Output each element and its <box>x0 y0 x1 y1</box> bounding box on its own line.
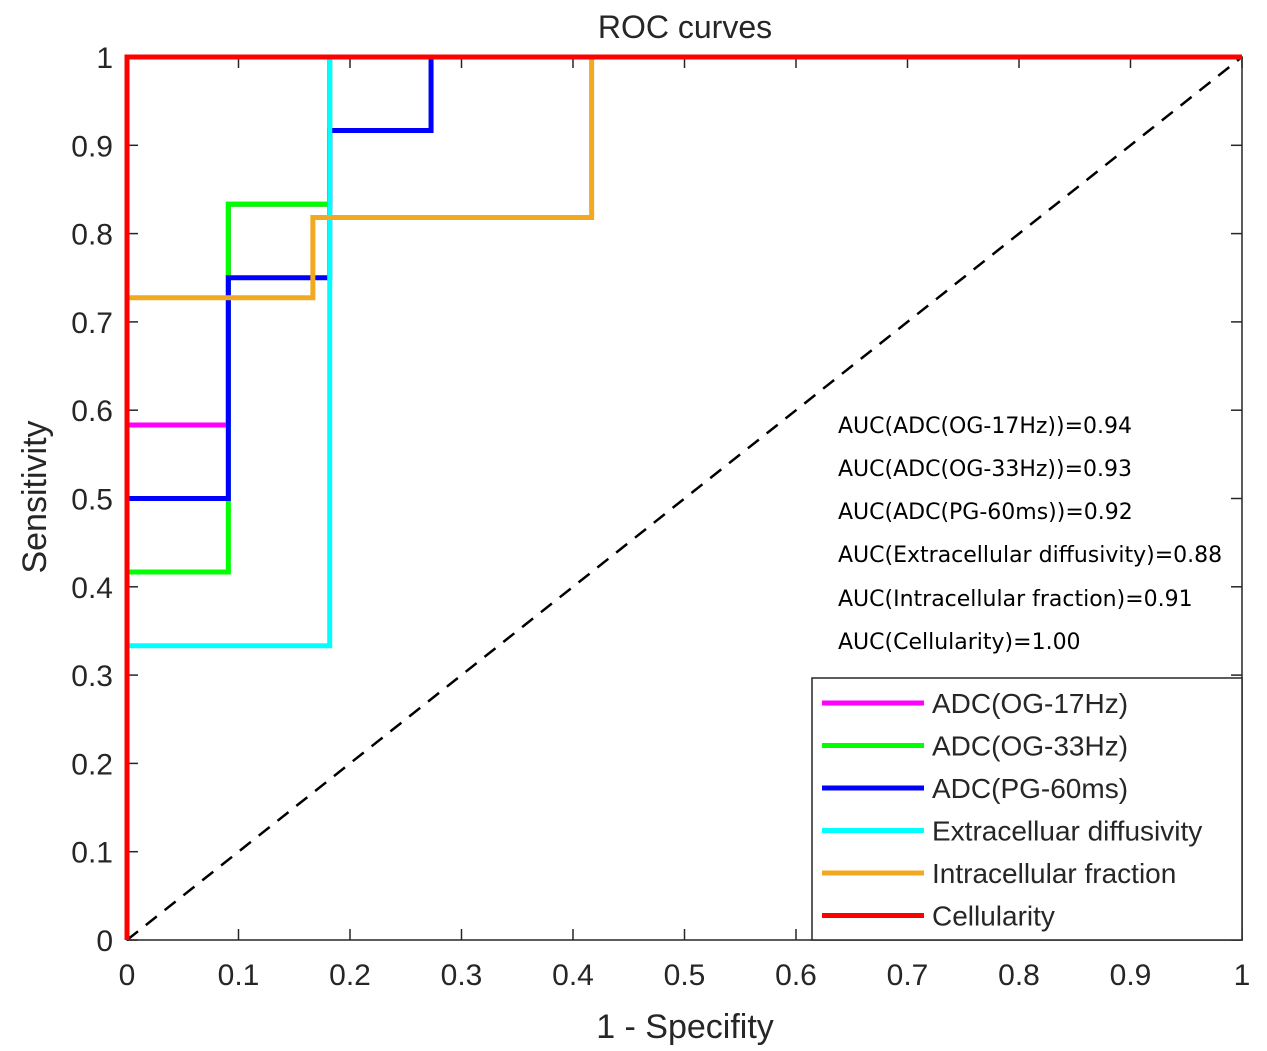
legend-label: Intracellular fraction <box>932 858 1176 889</box>
auc-annotation: AUC(Extracellular diffusivity)=0.88 <box>838 543 1222 568</box>
x-tick-label: 0.1 <box>218 959 260 992</box>
auc-annotation: AUC(ADC(OG-33Hz))=0.93 <box>838 457 1132 482</box>
y-tick-labels: 0 0.1 0.2 0.3 0.4 0.5 0.6 0.7 0.8 0.9 1 <box>71 42 113 958</box>
y-tick-label: 0 <box>96 925 113 958</box>
legend-label: ADC(OG-33Hz) <box>932 731 1128 762</box>
auc-annotation: AUC(ADC(PG-60ms))=0.92 <box>838 500 1133 525</box>
auc-annotation: AUC(Intracellular fraction)=0.91 <box>838 587 1193 612</box>
x-tick-label: 0.6 <box>775 959 817 992</box>
y-tick-label: 0.4 <box>71 572 113 605</box>
x-tick-label: 0.9 <box>1110 959 1152 992</box>
x-tick-label: 0.3 <box>441 959 483 992</box>
y-tick-label: 0.6 <box>71 395 113 428</box>
auc-annotations: AUC(ADC(OG-17Hz))=0.94 AUC(ADC(OG-33Hz))… <box>838 414 1222 655</box>
legend-label: ADC(OG-17Hz) <box>932 688 1128 719</box>
x-tick-label: 0 <box>119 959 136 992</box>
x-tick-labels: 0 0.1 0.2 0.3 0.4 0.5 0.6 0.7 0.8 0.9 1 <box>119 959 1251 992</box>
legend-box <box>811 677 1243 941</box>
x-tick-label: 0.2 <box>329 959 371 992</box>
legend: ADC(OG-17Hz) ADC(OG-33Hz) ADC(PG-60ms) Extr… <box>811 677 1243 941</box>
y-tick-label: 0.7 <box>71 307 113 340</box>
x-tick-label: 1 <box>1234 959 1251 992</box>
x-tick-label: 0.7 <box>887 959 929 992</box>
y-tick-label: 0.1 <box>71 837 113 870</box>
auc-annotation: AUC(Cellularity)=1.00 <box>838 630 1081 655</box>
x-axis-label: 1 - Specifity <box>596 1008 774 1046</box>
chance-diagonal-line <box>126 56 1243 941</box>
x-tick-label: 0.4 <box>552 959 594 992</box>
chart-title: ROC curves <box>598 9 772 45</box>
y-tick-label: 0.8 <box>71 219 113 252</box>
y-tick-label: 0.3 <box>71 660 113 693</box>
auc-annotation: AUC(ADC(OG-17Hz))=0.94 <box>838 414 1132 439</box>
y-axis-label: Sensitivity <box>16 420 54 573</box>
x-tick-label: 0.8 <box>998 959 1040 992</box>
y-tick-label: 1 <box>96 42 113 75</box>
roc-series <box>124 54 1242 940</box>
y-tick-label: 0.2 <box>71 748 113 781</box>
y-tick-label: 0.5 <box>71 484 113 517</box>
legend-label: ADC(PG-60ms) <box>932 773 1128 804</box>
legend-label: Cellularity <box>932 901 1055 932</box>
roc-line-cellularity <box>124 54 1242 940</box>
x-tick-label: 0.5 <box>664 959 706 992</box>
legend-label: Extracelluar diffusivity <box>932 816 1202 847</box>
y-tick-label: 0.9 <box>71 130 113 163</box>
legend-items: ADC(OG-17Hz) ADC(OG-33Hz) ADC(PG-60ms) Extr… <box>822 688 1202 932</box>
